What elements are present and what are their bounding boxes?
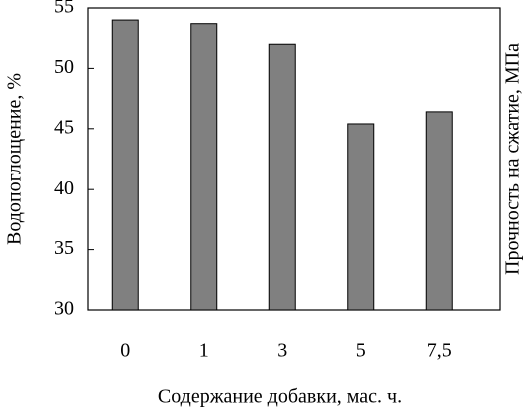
y-tick-label: 40 <box>54 177 74 199</box>
x-tick-label: 7,5 <box>427 340 452 362</box>
x-tick-label: 5 <box>356 340 366 362</box>
y-tick-label: 55 <box>54 0 74 18</box>
y2-axis-label: Прочность на сжатие, МПа <box>502 43 524 275</box>
bar <box>425 111 453 311</box>
bar <box>347 123 375 311</box>
y-tick-label: 45 <box>54 116 74 138</box>
y-tick-label: 35 <box>54 237 74 259</box>
x-tick-label: 3 <box>277 340 287 362</box>
bar <box>111 19 139 311</box>
y-tick-label: 30 <box>54 298 74 320</box>
y-tick-label: 50 <box>54 56 74 78</box>
y-axis-label: Водопоглощение, % <box>4 73 26 245</box>
x-axis-label: Содержание добавки, мас. ч. <box>158 386 402 408</box>
x-tick-label: 1 <box>199 340 209 362</box>
bar <box>190 23 218 311</box>
bar <box>268 43 296 311</box>
x-tick-label: 0 <box>120 340 130 362</box>
